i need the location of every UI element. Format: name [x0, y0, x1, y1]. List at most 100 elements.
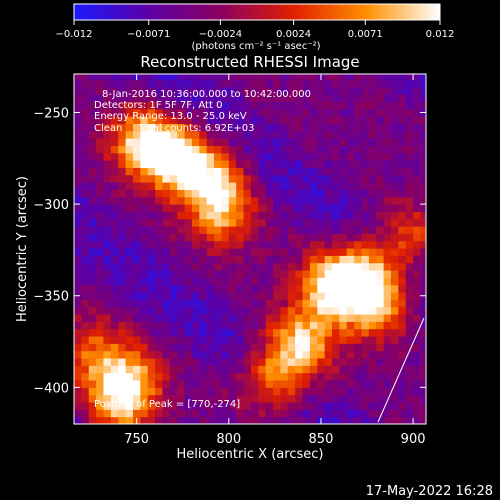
heatmap-cell	[258, 255, 267, 264]
heatmap-cell	[191, 350, 200, 359]
heatmap-cell	[221, 182, 230, 190]
heatmap-cell	[346, 167, 355, 176]
heatmap-cell	[147, 189, 156, 198]
heatmap-cell	[206, 387, 215, 396]
heatmap-cell	[236, 358, 245, 366]
heatmap-cell	[332, 108, 340, 117]
heatmap-cell	[221, 152, 230, 161]
heatmap-cell	[206, 416, 215, 424]
heatmap-cell	[221, 174, 230, 183]
heatmap-cell	[206, 145, 215, 154]
heatmap-cell	[376, 145, 385, 154]
heatmap-cell	[258, 299, 267, 308]
heatmap-cell	[155, 350, 163, 359]
heatmap-cell	[103, 174, 112, 183]
heatmap-cell	[346, 365, 355, 374]
heatmap-cell	[184, 306, 193, 315]
heatmap-cell	[243, 299, 252, 308]
heatmap-cell	[346, 402, 355, 410]
heatmap-cell	[376, 226, 385, 234]
colorbar-ticks: −0.012 −0.0071 −0.0024 0.0024 0.0071 0.012	[55, 20, 454, 40]
heatmap-cell	[339, 189, 348, 198]
heatmap-cell	[346, 160, 355, 168]
heatmap-cell	[287, 167, 296, 176]
heatmap-cell	[317, 130, 326, 139]
heatmap-cell	[132, 123, 141, 132]
heatmap-cell	[413, 86, 421, 95]
heatmap-cell	[118, 380, 127, 388]
heatmap-cell	[265, 130, 274, 139]
heatmap-cell	[273, 196, 281, 205]
heatmap-cell	[339, 343, 348, 352]
heatmap-cell	[258, 321, 267, 330]
heatmap-cell	[221, 277, 230, 286]
heatmap-cell	[390, 416, 399, 424]
heatmap-cell	[295, 174, 304, 183]
heatmap-cell	[177, 387, 186, 396]
heatmap-cell	[221, 233, 230, 242]
heatmap-cell	[368, 211, 377, 220]
heatmap-cell	[162, 182, 171, 190]
heatmap-cell	[398, 394, 407, 403]
heatmap-cell	[258, 218, 267, 227]
heatmap-cell	[413, 101, 421, 110]
heatmap-cell	[162, 174, 171, 183]
heatmap-cell	[376, 160, 385, 168]
heatmap-cell	[132, 380, 141, 388]
heatmap-cell	[169, 321, 178, 330]
heatmap-cell	[74, 277, 82, 286]
heatmap-cell	[354, 240, 362, 249]
heatmap-cell	[125, 123, 134, 132]
heatmap-cell	[184, 79, 193, 88]
heatmap-cell	[110, 226, 119, 234]
heatmap-cell	[354, 314, 362, 322]
heatmap-cell	[332, 123, 340, 132]
heatmap-cell	[302, 343, 311, 352]
heatmap-cell	[103, 328, 112, 337]
heatmap-cell	[273, 387, 281, 396]
heatmap-cell	[162, 343, 171, 352]
heatmap-cell	[398, 372, 407, 381]
heatmap-cell	[309, 306, 318, 315]
annotation-clean: Clean Total counts: 6.92E+03	[94, 123, 254, 134]
heatmap-cell	[103, 372, 112, 381]
heatmap-cell	[96, 116, 104, 124]
heatmap-cell	[332, 101, 340, 110]
heatmap-cell	[103, 101, 112, 110]
heatmap-cell	[354, 167, 362, 176]
heatmap-cell	[405, 248, 414, 256]
heatmap-cell	[74, 130, 82, 139]
heatmap-cell	[287, 321, 296, 330]
heatmap-cell	[147, 387, 156, 396]
heatmap-cell	[162, 284, 171, 293]
heatmap-cell	[81, 204, 90, 212]
heatmap-cell	[103, 116, 112, 124]
heatmap-cell	[398, 218, 407, 227]
heatmap-cell	[398, 328, 407, 337]
heatmap-cell	[214, 387, 222, 396]
heatmap-cell	[103, 299, 112, 308]
heatmap-cell	[280, 101, 289, 110]
heatmap-cell	[280, 409, 289, 418]
heatmap-cell	[206, 196, 215, 205]
heatmap-cell	[390, 189, 399, 198]
heatmap-cell	[184, 218, 193, 227]
heatmap-cell	[413, 218, 421, 227]
heatmap-cell	[361, 321, 370, 330]
heatmap-cell	[258, 402, 267, 410]
heatmap-cell	[273, 86, 281, 95]
heatmap-cell	[309, 350, 318, 359]
heatmap-cell	[214, 394, 222, 403]
heatmap-cell	[214, 189, 222, 198]
heatmap-cell	[184, 394, 193, 403]
heatmap-cell	[295, 145, 304, 154]
heatmap-cell	[273, 218, 281, 227]
heatmap-cell	[258, 86, 267, 95]
heatmap-cell	[390, 372, 399, 381]
heatmap-cell	[287, 372, 296, 381]
heatmap-cell	[332, 270, 340, 278]
heatmap-cell	[236, 248, 245, 256]
heatmap-cell	[376, 218, 385, 227]
heatmap-cell	[162, 233, 171, 242]
heatmap-cell	[96, 306, 104, 315]
